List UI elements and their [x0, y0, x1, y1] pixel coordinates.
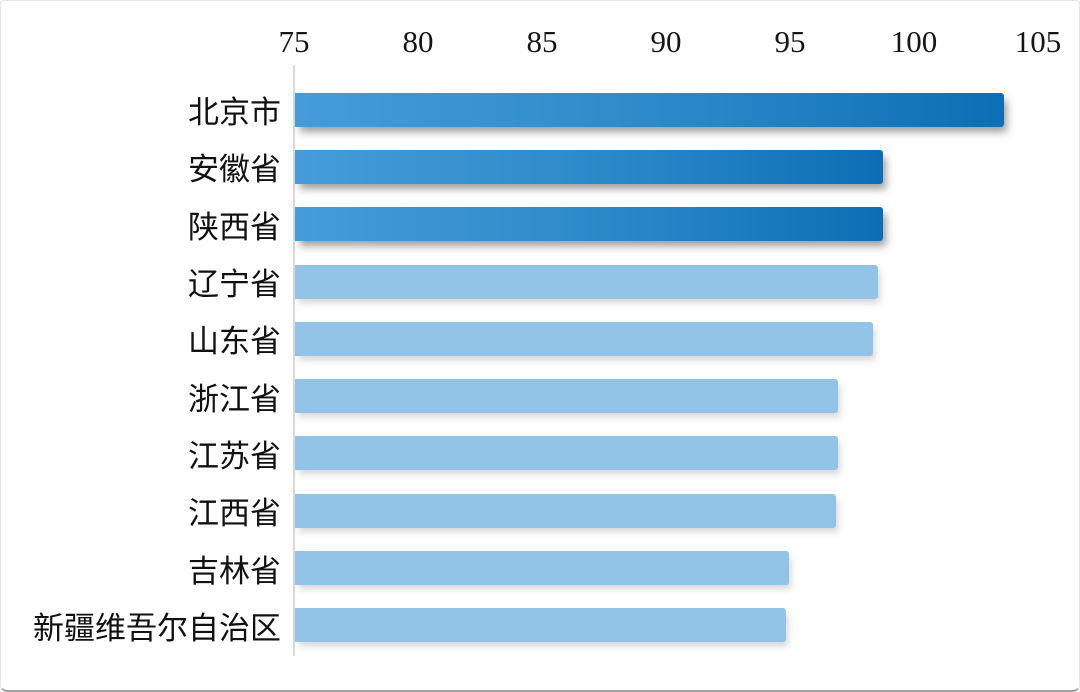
- bar: [295, 379, 839, 414]
- bar-row: 安徽省: [1, 138, 1079, 195]
- category-label: 江西省: [188, 496, 281, 532]
- category-label: 辽宁省: [188, 267, 281, 303]
- x-axis-tick-label: 105: [1014, 24, 1062, 59]
- x-axis-tick-label: 85: [526, 24, 558, 59]
- y-axis-line: [293, 65, 295, 656]
- bar: [295, 207, 883, 242]
- x-axis: 75 80 85 90 95 100 105: [1, 1, 1079, 61]
- x-axis-tick-label: 100: [890, 24, 938, 59]
- x-axis-tick-label: 95: [774, 24, 806, 59]
- bar-row: 江苏省: [1, 425, 1079, 482]
- bar: [295, 436, 839, 471]
- category-label: 安徽省: [188, 152, 281, 188]
- bar: [295, 493, 836, 528]
- category-label: 吉林省: [188, 553, 281, 589]
- bar-row: 浙江省: [1, 367, 1079, 424]
- bar-row: 北京市: [1, 81, 1079, 138]
- category-label: 浙江省: [188, 381, 281, 417]
- x-axis-tick-label: 80: [402, 24, 434, 59]
- bar: [295, 321, 873, 356]
- category-label: 新疆维吾尔自治区: [33, 610, 281, 646]
- bar-row: 辽宁省: [1, 253, 1079, 310]
- bar-row: 新疆维吾尔自治区: [1, 597, 1079, 654]
- bar-row: 吉林省: [1, 539, 1079, 596]
- x-axis-tick-label: 90: [650, 24, 682, 59]
- bar-row: 山东省: [1, 310, 1079, 367]
- category-label: 山东省: [188, 324, 281, 360]
- bar: [295, 608, 786, 643]
- category-label: 陕西省: [188, 209, 281, 245]
- bar: [295, 149, 883, 184]
- bar-row: 江西省: [1, 482, 1079, 539]
- category-label: 北京市: [188, 95, 281, 131]
- bar-rows: 北京市安徽省陕西省辽宁省山东省浙江省江苏省江西省吉林省新疆维吾尔自治区: [1, 81, 1079, 654]
- bar: [295, 264, 878, 299]
- bar: [295, 92, 1005, 127]
- category-label: 江苏省: [188, 438, 281, 474]
- bar: [295, 551, 789, 586]
- bar-row: 陕西省: [1, 196, 1079, 253]
- x-axis-tick-label: 75: [278, 24, 310, 59]
